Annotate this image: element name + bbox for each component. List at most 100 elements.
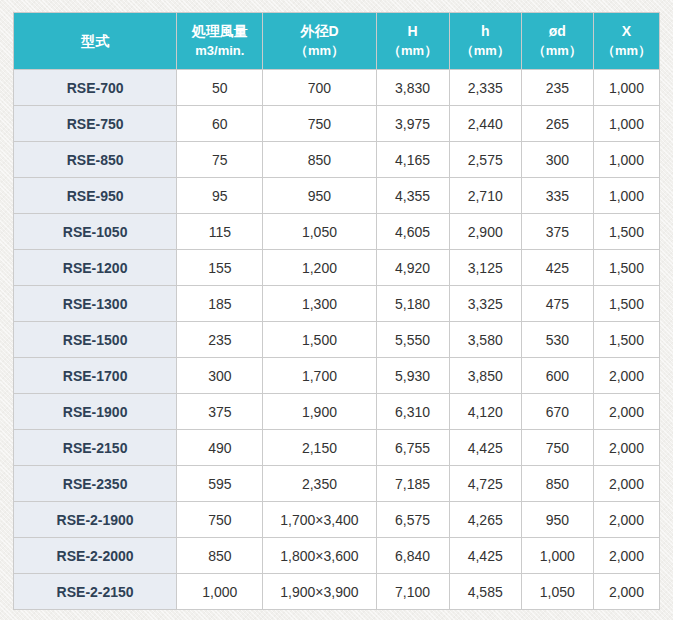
- column-header-unit: （mm）: [379, 41, 447, 61]
- column-header-outer-diameter: 外径D（mm）: [263, 13, 376, 70]
- value-cell-dimension-X: 2,000: [593, 430, 659, 466]
- value-cell-height-H: 4,355: [376, 178, 449, 214]
- value-cell-height-H: 3,830: [376, 70, 449, 106]
- model-cell: RSE-850: [14, 142, 177, 178]
- column-header-label: ød: [524, 21, 591, 41]
- column-header-diameter-d: ød（mm）: [521, 13, 593, 70]
- value-cell-dimension-X: 1,000: [593, 70, 659, 106]
- column-header-dimension-X: X（mm）: [593, 13, 659, 70]
- model-cell: RSE-1050: [14, 214, 177, 250]
- value-cell-height-H: 6,840: [376, 538, 449, 574]
- value-cell-height-H: 6,755: [376, 430, 449, 466]
- column-header-label: X: [596, 21, 657, 41]
- value-cell-airflow: 50: [177, 70, 263, 106]
- table-row: RSE-15002351,5005,5503,5805301,500: [14, 322, 660, 358]
- value-cell-height-H: 5,180: [376, 286, 449, 322]
- value-cell-airflow: 300: [177, 358, 263, 394]
- value-cell-height-h: 2,440: [449, 106, 521, 142]
- value-cell-dimension-X: 1,000: [593, 142, 659, 178]
- value-cell-outer-diameter: 1,700: [263, 358, 376, 394]
- value-cell-outer-diameter: 1,050: [263, 214, 376, 250]
- value-cell-diameter-d: 265: [521, 106, 593, 142]
- value-cell-airflow: 95: [177, 178, 263, 214]
- value-cell-height-h: 2,900: [449, 214, 521, 250]
- model-cell: RSE-950: [14, 178, 177, 214]
- value-cell-airflow: 375: [177, 394, 263, 430]
- value-cell-airflow: 595: [177, 466, 263, 502]
- column-header-unit: （mm）: [596, 41, 657, 61]
- value-cell-airflow: 750: [177, 502, 263, 538]
- value-cell-dimension-X: 1,500: [593, 322, 659, 358]
- value-cell-height-h: 3,125: [449, 250, 521, 286]
- value-cell-diameter-d: 1,050: [521, 574, 593, 610]
- value-cell-height-H: 6,575: [376, 502, 449, 538]
- table-row: RSE-2-19007501,700×3,4006,5754,2659502,0…: [14, 502, 660, 538]
- column-header-label: h: [452, 21, 519, 41]
- value-cell-diameter-d: 950: [521, 502, 593, 538]
- value-cell-height-H: 5,550: [376, 322, 449, 358]
- value-cell-dimension-X: 2,000: [593, 574, 659, 610]
- value-cell-height-h: 4,725: [449, 466, 521, 502]
- value-cell-height-h: 2,710: [449, 178, 521, 214]
- page-background: 型式処理風量m3/min.外径D（mm）H（mm）h（mm）ød（mm）X（mm…: [0, 0, 673, 620]
- model-cell: RSE-1200: [14, 250, 177, 286]
- model-cell: RSE-1500: [14, 322, 177, 358]
- value-cell-outer-diameter: 950: [263, 178, 376, 214]
- table-row: RSE-10501151,0504,6052,9003751,500: [14, 214, 660, 250]
- value-cell-outer-diameter: 2,350: [263, 466, 376, 502]
- value-cell-airflow: 115: [177, 214, 263, 250]
- product-spec-table: 型式処理風量m3/min.外径D（mm）H（mm）h（mm）ød（mm）X（mm…: [13, 12, 660, 610]
- value-cell-diameter-d: 300: [521, 142, 593, 178]
- model-cell: RSE-1300: [14, 286, 177, 322]
- model-cell: RSE-700: [14, 70, 177, 106]
- value-cell-outer-diameter: 1,700×3,400: [263, 502, 376, 538]
- column-header-height-H: H（mm）: [376, 13, 449, 70]
- value-cell-height-h: 3,850: [449, 358, 521, 394]
- value-cell-outer-diameter: 1,900: [263, 394, 376, 430]
- value-cell-height-H: 4,165: [376, 142, 449, 178]
- model-cell: RSE-2-2000: [14, 538, 177, 574]
- value-cell-dimension-X: 1,500: [593, 250, 659, 286]
- value-cell-airflow: 850: [177, 538, 263, 574]
- value-cell-dimension-X: 2,000: [593, 466, 659, 502]
- value-cell-dimension-X: 1,500: [593, 214, 659, 250]
- value-cell-outer-diameter: 1,800×3,600: [263, 538, 376, 574]
- value-cell-height-h: 3,325: [449, 286, 521, 322]
- table-row: RSE-950959504,3552,7103351,000: [14, 178, 660, 214]
- value-cell-height-h: 4,425: [449, 430, 521, 466]
- value-cell-diameter-d: 600: [521, 358, 593, 394]
- value-cell-height-h: 4,120: [449, 394, 521, 430]
- model-cell: RSE-2-1900: [14, 502, 177, 538]
- table-row: RSE-19003751,9006,3104,1206702,000: [14, 394, 660, 430]
- value-cell-outer-diameter: 700: [263, 70, 376, 106]
- model-cell: RSE-2350: [14, 466, 177, 502]
- table-row: RSE-17003001,7005,9303,8506002,000: [14, 358, 660, 394]
- model-cell: RSE-2-2150: [14, 574, 177, 610]
- model-cell: RSE-2150: [14, 430, 177, 466]
- value-cell-height-H: 7,100: [376, 574, 449, 610]
- value-cell-dimension-X: 2,000: [593, 538, 659, 574]
- table-row: RSE-23505952,3507,1854,7258502,000: [14, 466, 660, 502]
- value-cell-height-h: 4,585: [449, 574, 521, 610]
- value-cell-height-h: 4,425: [449, 538, 521, 574]
- column-header-unit: （mm）: [452, 41, 519, 61]
- value-cell-diameter-d: 375: [521, 214, 593, 250]
- model-cell: RSE-1900: [14, 394, 177, 430]
- value-cell-diameter-d: 850: [521, 466, 593, 502]
- value-cell-airflow: 490: [177, 430, 263, 466]
- header-row: 型式処理風量m3/min.外径D（mm）H（mm）h（mm）ød（mm）X（mm…: [14, 13, 660, 70]
- value-cell-height-h: 4,265: [449, 502, 521, 538]
- column-header-model: 型式: [14, 13, 177, 70]
- table-row: RSE-12001551,2004,9203,1254251,500: [14, 250, 660, 286]
- value-cell-outer-diameter: 1,200: [263, 250, 376, 286]
- value-cell-height-h: 2,575: [449, 142, 521, 178]
- table-row: RSE-2-20008501,800×3,6006,8404,4251,0002…: [14, 538, 660, 574]
- column-header-label: 型式: [16, 31, 174, 51]
- table-row: RSE-700507003,8302,3352351,000: [14, 70, 660, 106]
- value-cell-outer-diameter: 1,900×3,900: [263, 574, 376, 610]
- column-header-unit: （mm）: [265, 41, 373, 61]
- value-cell-airflow: 75: [177, 142, 263, 178]
- value-cell-airflow: 155: [177, 250, 263, 286]
- spec-table-header: 型式処理風量m3/min.外径D（mm）H（mm）h（mm）ød（mm）X（mm…: [14, 13, 660, 70]
- value-cell-dimension-X: 2,000: [593, 394, 659, 430]
